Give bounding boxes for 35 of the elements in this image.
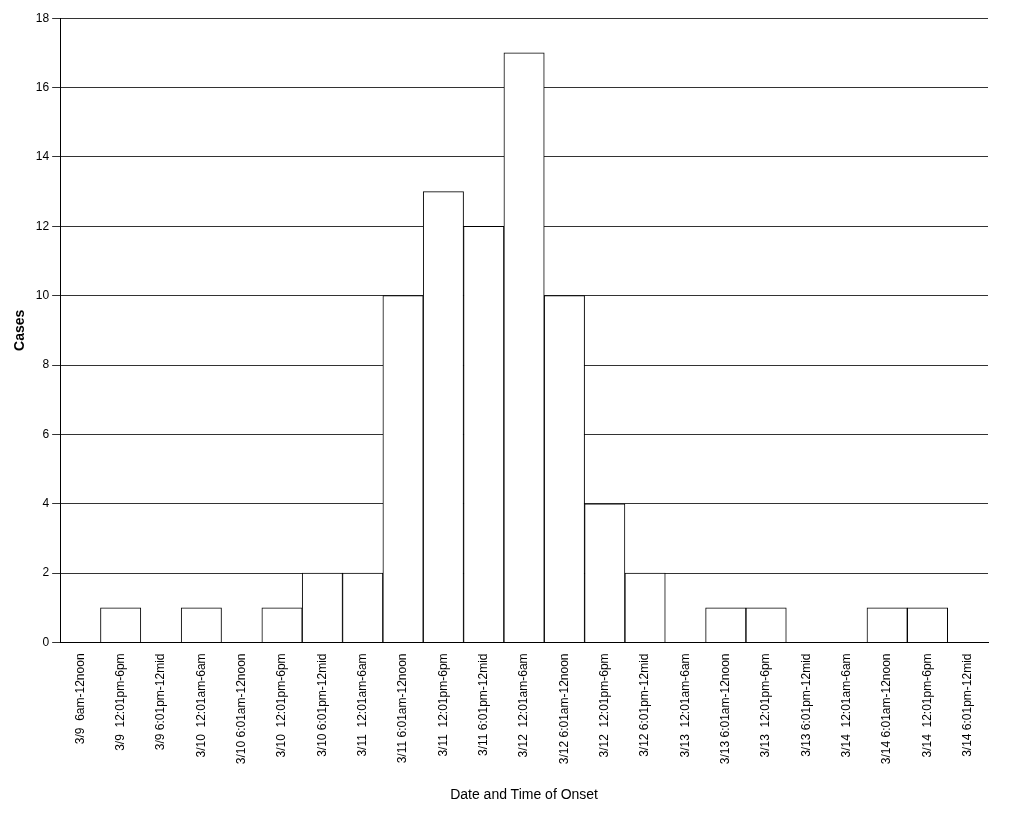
x-tick-label: 3/11 12:01pm-6pm — [435, 653, 450, 757]
x-axis-title: Date and Time of Onset — [450, 786, 599, 803]
y-tick-label: 18 — [35, 10, 50, 25]
x-tick-label: 3/12 6:01pm-12mid — [637, 653, 652, 757]
x-tick-label: 3/9 6am-12noon — [72, 653, 87, 745]
x-tick-label: 3/14 6:01pm-12mid — [960, 653, 975, 757]
x-tick-label: 3/13 12:01am-6am — [677, 653, 692, 758]
y-tick-label: 14 — [35, 149, 50, 164]
x-tick-label: 3/11 12:01am-6am — [355, 653, 370, 757]
y-axis-title: Cases — [11, 309, 28, 351]
x-tick-label: 3/10 6:01pm-12mid — [314, 653, 329, 757]
x-tick-label: 3/10 6:01am-12noon — [234, 653, 248, 765]
x-tick-label: 3/13 12:01pm-6pm — [758, 653, 773, 758]
x-tick-label: 3/12 6:01am-12noon — [556, 653, 571, 765]
x-tick-label: 3/12 12:01pm-6pm — [597, 653, 612, 758]
y-tick-label: 4 — [42, 496, 50, 511]
y-tick-label: 16 — [35, 79, 50, 94]
x-tick-label: 3/10 12:01pm-6pm — [274, 653, 289, 758]
x-tick-label: 3/14 12:01pm-6pm — [919, 653, 934, 758]
y-tick-label: 10 — [35, 287, 50, 302]
y-tick-label: 2 — [42, 565, 50, 580]
x-tick-label: 3/11 6:01pm-12mid — [476, 653, 491, 756]
x-tick-label: 3/9 12:01pm-6pm — [112, 653, 127, 751]
x-tick-label: 3/14 6:01am-12noon — [879, 653, 894, 765]
y-tick-label: 8 — [42, 357, 50, 372]
x-tick-label: 3/9 6:01pm-12mid — [153, 653, 168, 751]
x-tick-label: 3/12 12:01am-6am — [516, 653, 531, 758]
x-tick-label: 3/13 6:01am-12noon — [718, 653, 733, 765]
x-tick-label: 3/10 12:01am-6am — [193, 653, 208, 758]
y-tick-label: 6 — [42, 426, 50, 441]
x-tick-label: 3/14 12:01am-6am — [839, 653, 854, 758]
y-tick-label: 0 — [42, 634, 50, 649]
y-tick-label: 12 — [35, 218, 50, 233]
x-tick-label: 3/13 6:01pm-12mid — [798, 653, 813, 757]
x-tick-label: 3/11 6:01am-12noon — [395, 653, 410, 764]
